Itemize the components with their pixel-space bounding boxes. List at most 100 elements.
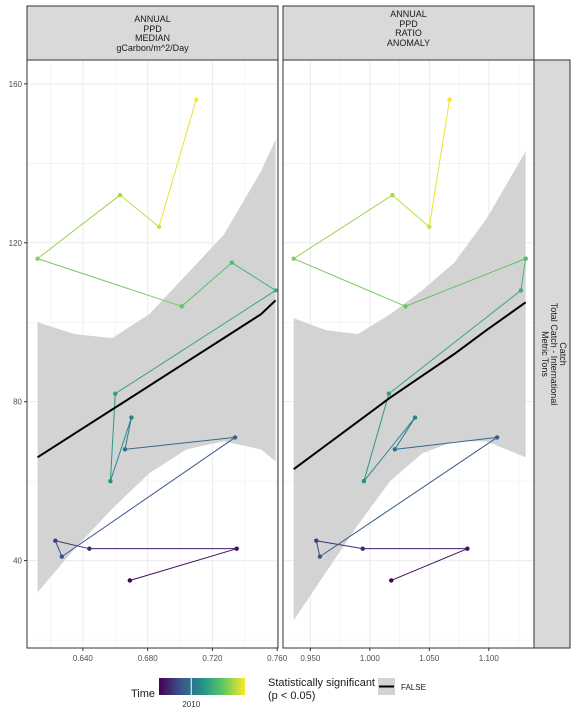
- path-segment: [55, 540, 90, 550]
- data-point: [427, 224, 432, 230]
- path-segment: [124, 417, 132, 450]
- confidence-ribbon: [293, 151, 526, 621]
- facet-strip-right: Catch Total Catch - International Metric…: [533, 59, 571, 649]
- data-point: [156, 224, 162, 230]
- path-segment: [405, 258, 526, 307]
- panel-1-x-axis: 0.640 0.680 0.720 0.760: [73, 648, 288, 663]
- path-segment: [124, 436, 236, 450]
- y-tick-label-40: 40: [13, 557, 22, 566]
- panel-1-plot: [35, 97, 278, 593]
- data-point: [229, 260, 235, 265]
- data-point: [314, 538, 319, 543]
- facet-strip-2-line-3: RATIO: [395, 28, 422, 38]
- legend-colorbar-tick-label: 2010: [182, 700, 200, 709]
- x-tick-label: 1.000: [360, 654, 381, 663]
- confidence-ribbon: [37, 139, 276, 593]
- data-point: [389, 578, 394, 583]
- data-point: [129, 415, 134, 420]
- facet-strip-2-line-4: ANOMALY: [387, 38, 430, 48]
- x-tick-label: 0.680: [138, 654, 159, 663]
- facet-strip-right-line-2: Total Catch - International: [549, 303, 559, 406]
- legend-fill-title-line-1: Statistically significant: [268, 677, 375, 689]
- trend-line: [293, 301, 527, 471]
- legend-fill-title-line-2: (p < 0.05): [268, 690, 315, 702]
- data-point: [179, 304, 184, 309]
- data-point: [59, 554, 65, 559]
- x-tick-label: 1.100: [479, 654, 500, 663]
- path-segment: [181, 262, 233, 307]
- data-point: [494, 435, 500, 440]
- path-segment: [363, 417, 416, 482]
- path-segment: [391, 548, 468, 581]
- facet-strip-2: [282, 5, 535, 61]
- y-axis: 40 80 120 160: [9, 80, 27, 566]
- facet-panel-2: ANNUAL PPD RATIO ANOMALY 0.950 1.000 1.050…: [282, 5, 535, 663]
- y-tick-label-80: 80: [13, 398, 22, 407]
- trend-line: [36, 299, 277, 459]
- data-point: [127, 578, 133, 583]
- data-point: [113, 391, 118, 396]
- y-tick-label-160: 160: [9, 80, 23, 89]
- facet-strip-1-line-3: MEDIAN: [135, 33, 170, 43]
- path-segment: [388, 290, 522, 395]
- x-tick-label: 0.720: [202, 654, 223, 663]
- data-point: [317, 554, 323, 559]
- facet-strip-right-box: [533, 59, 571, 649]
- path-segment: [37, 258, 182, 307]
- panel-1-border: [26, 59, 279, 649]
- data-point: [291, 256, 296, 261]
- path-segment: [129, 548, 237, 581]
- data-point: [412, 415, 418, 420]
- x-tick-label: 0.950: [300, 654, 321, 663]
- facet-strip-1-line-4: gCarbon/m^2/Day: [116, 43, 189, 53]
- path-segment: [319, 437, 498, 558]
- data-point: [386, 391, 392, 396]
- path-segment: [520, 258, 527, 291]
- path-segment: [392, 194, 430, 228]
- path-segment: [293, 194, 393, 260]
- path-segment: [119, 194, 160, 228]
- legend-color-title: Time: [131, 688, 155, 700]
- data-point: [465, 546, 470, 551]
- data-point: [273, 288, 278, 293]
- path-segment: [37, 194, 121, 260]
- path-segment: [428, 99, 451, 227]
- data-point: [447, 97, 452, 102]
- path-segment: [293, 258, 406, 307]
- facet-strip-1-line-2: PPD: [143, 24, 162, 34]
- path-segment: [231, 262, 276, 291]
- path-segment: [394, 436, 498, 450]
- path-segment: [394, 417, 416, 450]
- facet-strip-1-line-1: ANNUAL: [134, 14, 171, 24]
- data-point: [518, 288, 524, 293]
- data-point: [523, 256, 528, 261]
- path-segment: [114, 290, 276, 395]
- legend-colorbar: [159, 678, 245, 695]
- x-tick-label: 1.050: [419, 654, 440, 663]
- path-segment: [315, 540, 321, 557]
- panel-2-x-axis: 0.950 1.000 1.050 1.100: [300, 648, 499, 663]
- legend: Time 2010 Statistically significant (p <…: [131, 677, 426, 709]
- facet-strip-right-line-1: Catch: [558, 342, 568, 366]
- data-point: [194, 97, 199, 102]
- y-tick-label-120: 120: [9, 239, 23, 248]
- panel-2-plot: [291, 97, 528, 621]
- facet-strip-2-line-2: PPD: [399, 19, 418, 29]
- data-point: [403, 304, 408, 309]
- data-point: [35, 256, 40, 261]
- facet-strip-1: [26, 5, 279, 61]
- data-point: [361, 478, 367, 484]
- x-tick-label: 0.640: [73, 654, 94, 663]
- data-point: [108, 478, 113, 484]
- data-point: [87, 546, 92, 551]
- facet-strip-right-line-3: Metric Tons: [540, 331, 550, 377]
- x-tick-label: 0.760: [267, 654, 288, 663]
- facet-strip-2-line-1: ANNUAL: [390, 9, 427, 19]
- data-point: [53, 538, 58, 543]
- data-point: [234, 546, 239, 551]
- path-segment: [363, 393, 390, 482]
- data-point: [117, 192, 123, 198]
- data-point: [360, 546, 365, 551]
- facet-panel-1: ANNUAL PPD MEDIAN gCarbon/m^2/Day 0.640 0…: [26, 5, 288, 663]
